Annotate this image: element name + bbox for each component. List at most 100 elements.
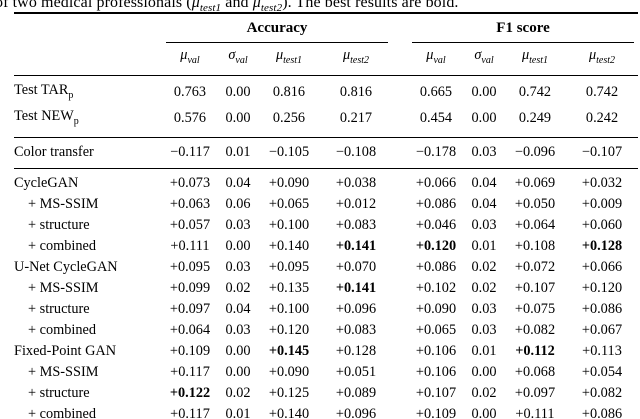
value-cell: +0.096 — [335, 300, 377, 317]
value-cell: 0.02 — [225, 384, 251, 401]
value-cell: +0.070 — [335, 258, 377, 275]
value-cell: +0.106 — [415, 363, 457, 380]
header-blank — [14, 13, 162, 43]
table-section-2: CycleGAN +0.073 0.04 +0.090 +0.038 +0.066 0.04… — [14, 168, 639, 419]
value-cell: +0.117 — [170, 405, 210, 419]
value-cell: 0.665 — [419, 84, 453, 101]
value-cell: 0.742 — [518, 84, 552, 101]
table-caption: of two medical professionals (μtest1 and… — [0, 0, 640, 12]
value-cell: −0.108 — [335, 143, 377, 160]
value-cell: 0.01 — [225, 405, 251, 419]
value-cell: 0.00 — [225, 363, 251, 380]
value-cell: +0.066 — [415, 174, 457, 191]
value-cell: +0.073 — [169, 174, 211, 191]
table-row: + MS-SSIM +0.117 0.00 +0.090 +0.051 +0.106 0.0… — [14, 362, 638, 383]
value-cell: 0.03 — [471, 216, 497, 233]
value-cell: +0.096 — [335, 405, 377, 419]
value-cell: +0.009 — [581, 195, 623, 212]
table-row: Test TARp 0.763 0.00 0.816 0.816 0.665 0.00 0.7… — [14, 75, 638, 105]
value-cell: +0.072 — [514, 258, 556, 275]
value-cell: 0.249 — [518, 110, 552, 127]
value-cell: 0.04 — [471, 195, 497, 212]
value-cell: +0.099 — [169, 279, 211, 296]
col-header-mu-test1-acc: μtest1 — [258, 43, 320, 76]
table-row: + combined +0.117 0.01 +0.140 +0.096 +0.109 0.… — [14, 404, 638, 419]
value-cell: +0.086 — [415, 195, 457, 212]
value-cell: 0.03 — [471, 143, 497, 160]
value-cell: 0.04 — [225, 300, 251, 317]
value-cell: 0.03 — [471, 300, 497, 317]
value-cell: 0.454 — [419, 110, 453, 127]
value-cell: +0.086 — [415, 258, 457, 275]
table-row: + structure +0.057 0.03 +0.100 +0.083 +0.046 0… — [14, 215, 638, 236]
value-cell: 0.00 — [225, 237, 251, 254]
value-cell: +0.113 — [582, 342, 622, 359]
group-gap — [392, 341, 408, 362]
value-cell: 0.03 — [225, 321, 251, 338]
value-cell: 0.742 — [585, 84, 619, 101]
value-cell: 0.06 — [225, 195, 251, 212]
value-cell: +0.064 — [169, 321, 211, 338]
value-cell: +0.012 — [335, 195, 377, 212]
value-cell: +0.107 — [415, 384, 457, 401]
header-blank — [14, 43, 162, 76]
group-gap — [392, 320, 408, 341]
value-cell: +0.082 — [581, 384, 623, 401]
col-header-mu-test2-f1: μtest2 — [566, 43, 639, 76]
value-cell: 0.01 — [471, 237, 497, 254]
value-cell: 0.04 — [471, 174, 497, 191]
row-label: + structure — [28, 300, 90, 317]
group-header-accuracy-label: Accuracy — [166, 16, 388, 43]
value-cell: +0.046 — [415, 216, 457, 233]
table-row: U-Net CycleGAN +0.095 0.03 +0.095 +0.070 +0.0… — [14, 257, 638, 278]
value-cell: +0.100 — [268, 300, 310, 317]
value-cell: +0.095 — [169, 258, 211, 275]
group-gap — [392, 236, 408, 257]
value-cell: +0.068 — [514, 363, 556, 380]
col-header-mu-val-f1: μval — [408, 43, 464, 76]
value-cell: +0.120 — [581, 279, 623, 296]
value-cell: +0.086 — [581, 405, 623, 419]
value-cell: +0.141 — [335, 237, 377, 254]
value-cell: +0.109 — [415, 405, 457, 419]
value-cell: 0.00 — [471, 84, 497, 101]
value-cell: +0.060 — [581, 216, 623, 233]
col-header-mu-val-acc: μval — [162, 43, 218, 76]
group-header-f1-label: F1 score — [412, 16, 635, 43]
table-row: + MS-SSIM +0.099 0.02 +0.135 +0.141 +0.102 0.0… — [14, 278, 638, 299]
group-gap — [392, 75, 408, 105]
value-cell: +0.064 — [514, 216, 556, 233]
col-header-mu-test1-f1: μtest1 — [504, 43, 566, 76]
value-cell: +0.122 — [169, 384, 211, 401]
value-cell: +0.069 — [514, 174, 556, 191]
value-cell: 0.00 — [471, 405, 497, 419]
value-cell: −0.105 — [268, 143, 310, 160]
group-gap — [392, 278, 408, 299]
value-cell: +0.135 — [268, 279, 310, 296]
value-cell: 0.02 — [225, 279, 251, 296]
col-header-sigma-val-acc: σval — [218, 43, 258, 76]
value-cell: +0.117 — [170, 363, 210, 380]
value-cell: +0.065 — [415, 321, 457, 338]
value-cell: +0.128 — [581, 237, 623, 254]
group-header-accuracy: Accuracy — [162, 13, 392, 43]
value-cell: +0.112 — [515, 342, 555, 359]
row-label: + combined — [28, 405, 97, 419]
value-cell: +0.125 — [268, 384, 310, 401]
group-gap — [392, 383, 408, 404]
value-cell: 0.00 — [225, 342, 251, 359]
row-label: Color transfer — [14, 143, 94, 160]
group-gap — [392, 106, 408, 137]
group-header-row: Accuracy F1 score — [14, 13, 638, 43]
value-cell: +0.090 — [268, 363, 310, 380]
value-cell: +0.066 — [581, 258, 623, 275]
value-cell: +0.051 — [335, 363, 377, 380]
value-cell: 0.01 — [471, 342, 497, 359]
value-cell: +0.128 — [335, 342, 377, 359]
value-cell: +0.107 — [514, 279, 556, 296]
group-header-f1: F1 score — [408, 13, 638, 43]
value-cell: +0.111 — [170, 237, 210, 254]
value-cell: +0.075 — [514, 300, 556, 317]
value-cell: 0.217 — [339, 110, 373, 127]
group-gap — [392, 194, 408, 215]
